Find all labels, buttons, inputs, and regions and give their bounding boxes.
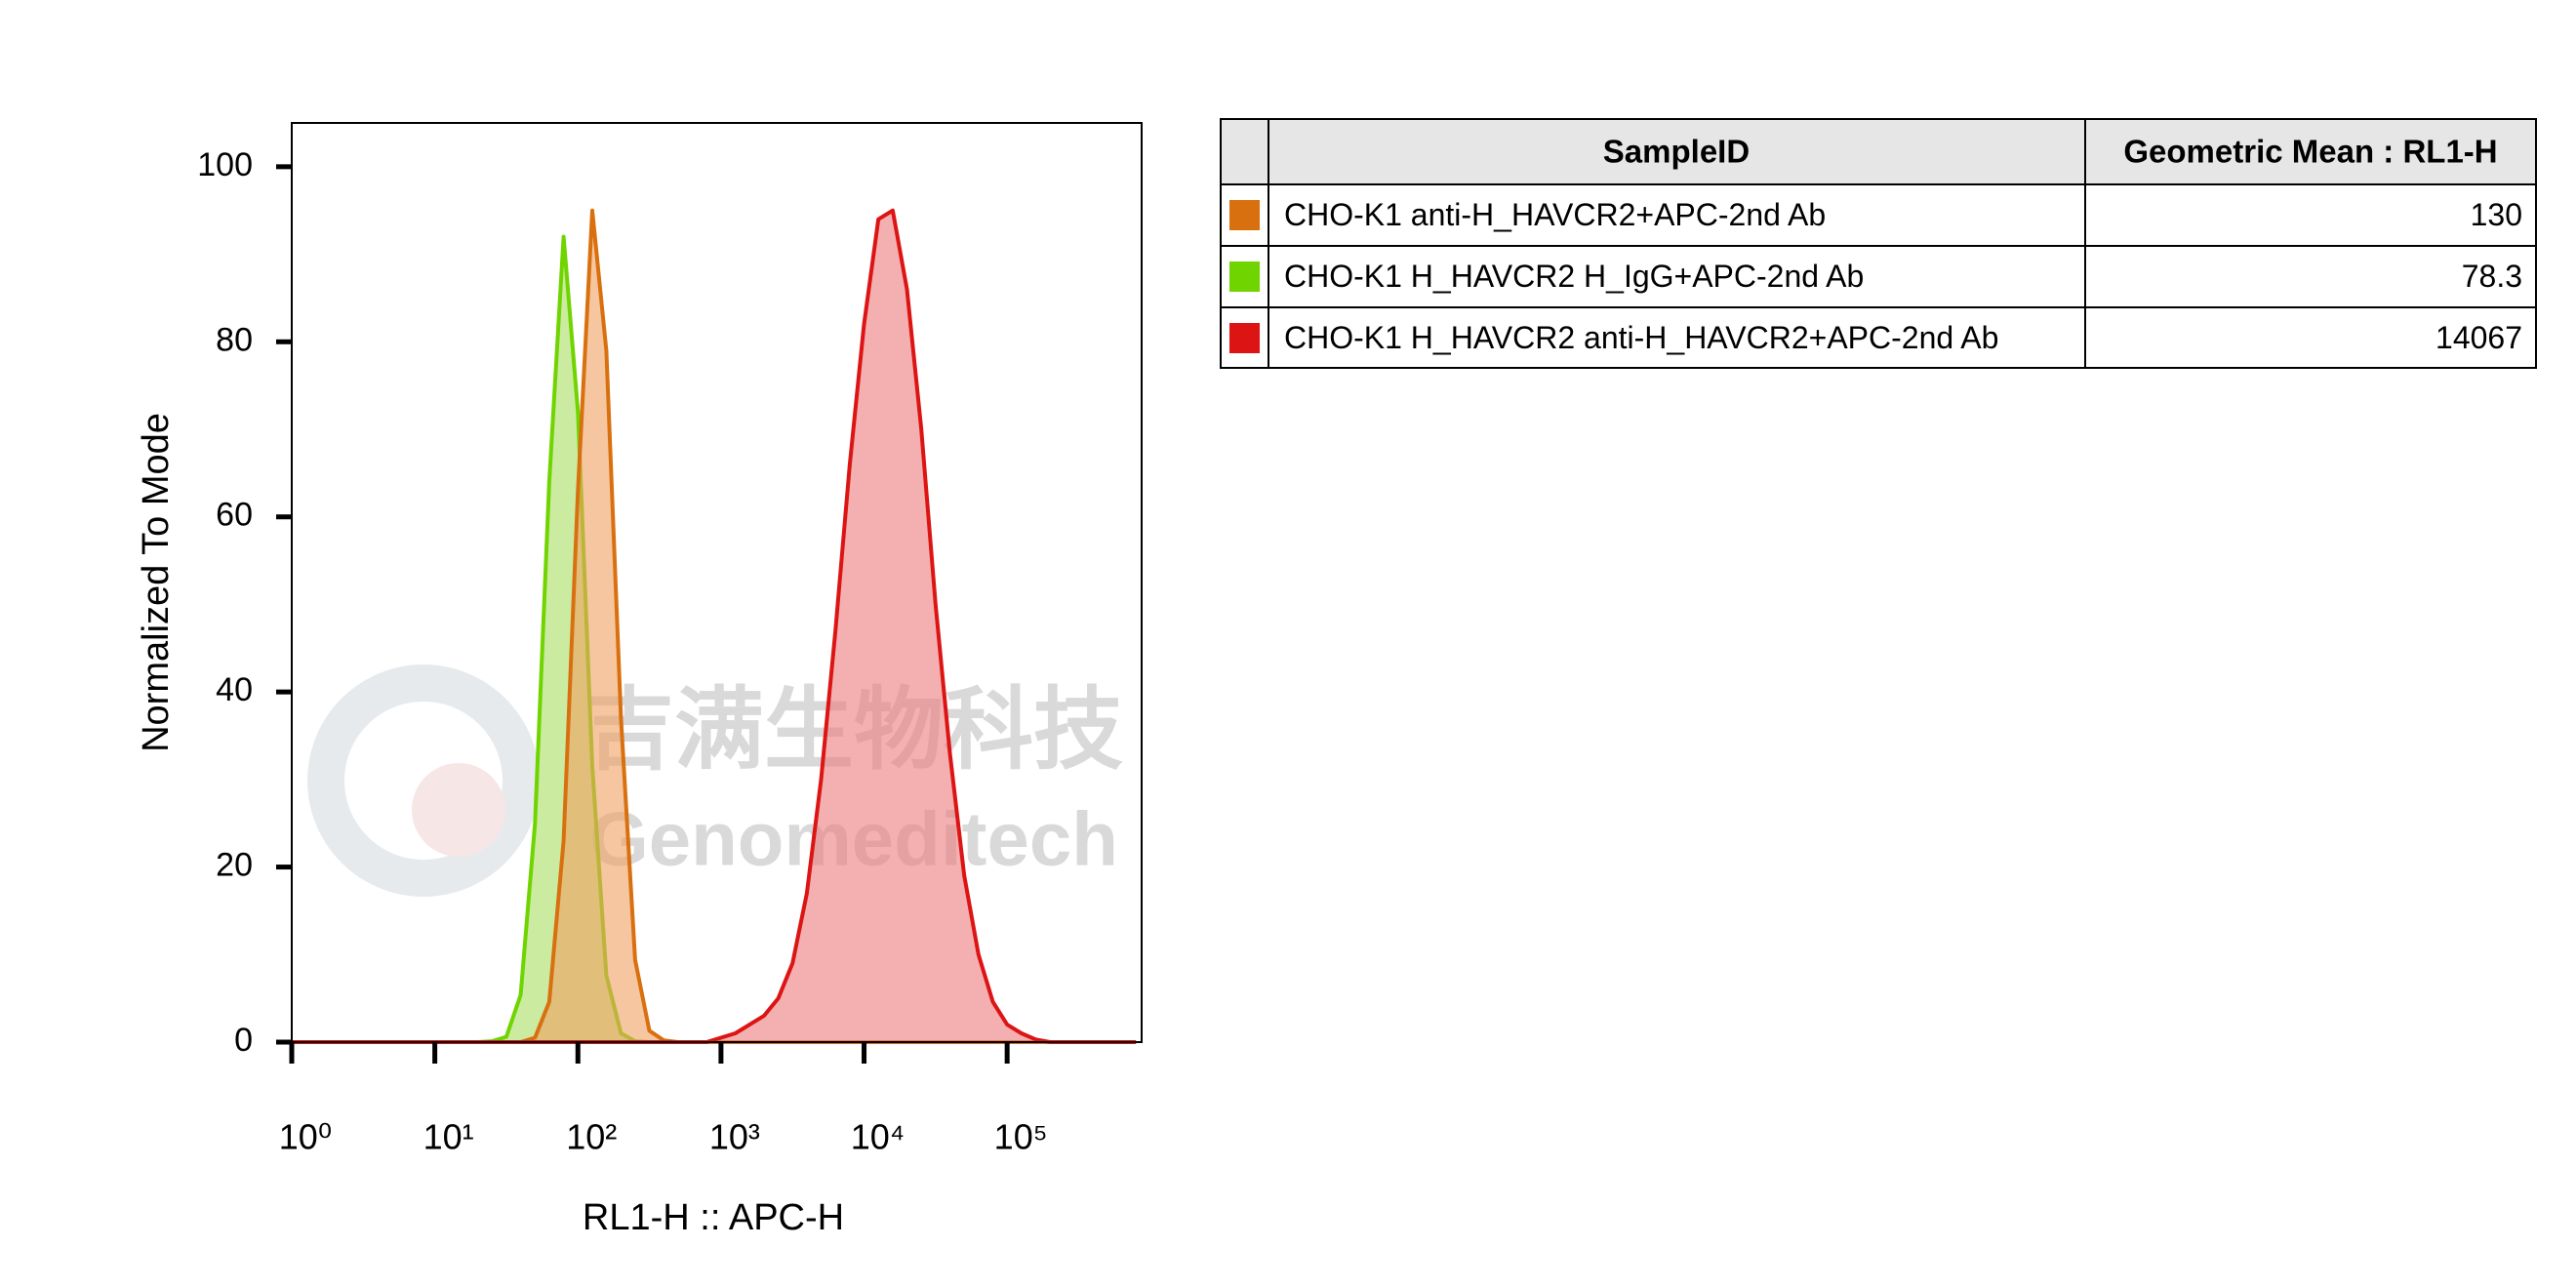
x-tick-label: 10² <box>566 1117 617 1157</box>
series-area <box>292 236 1137 1043</box>
y-tick-label: 0 <box>234 1022 253 1059</box>
x-axis-label: RL1-H :: APC-H <box>583 1197 844 1238</box>
logo-dot <box>412 763 505 857</box>
legend-swatch <box>1229 200 1260 230</box>
watermark-logo <box>307 664 540 897</box>
legend-swatch <box>1229 323 1260 353</box>
legend-label: CHO-K1 H_HAVCR2 H_IgG+APC-2nd Ab <box>1284 259 1864 294</box>
series-area <box>292 210 1137 1042</box>
x-tick-label: 10¹ <box>423 1117 474 1157</box>
x-tick-label: 10⁰ <box>279 1117 332 1157</box>
plot-area <box>292 208 1137 1044</box>
y-tick-label: 80 <box>216 321 253 358</box>
series-line <box>292 208 1137 1044</box>
series-area <box>292 210 1137 1042</box>
legend-swatch <box>1229 262 1260 292</box>
table-frame <box>1220 118 2537 369</box>
legend-label: CHO-K1 anti-H_HAVCR2+APC-2nd Ab <box>1284 197 1826 232</box>
legend-label: CHO-K1 H_HAVCR2 anti-H_HAVCR2+APC-2nd Ab <box>1284 320 1998 355</box>
y-axis-label: Normalized To Mode <box>136 413 177 752</box>
x-tick-label: 10⁵ <box>994 1117 1048 1157</box>
legend-table: SampleID Geometric Mean : RL1-H CHO-K1 a… <box>1220 118 2537 369</box>
table-value: 14067 <box>2435 320 2522 355</box>
y-tick-label: 60 <box>216 497 253 534</box>
x-tick-label: 10³ <box>709 1117 760 1157</box>
y-tick-label: 100 <box>197 146 253 183</box>
series-line <box>292 208 1137 1044</box>
table-value: 78.3 <box>2462 259 2522 294</box>
plot-frame <box>291 122 1143 1043</box>
series-line <box>292 234 1137 1044</box>
y-tick-label: 20 <box>216 847 253 884</box>
table-header: SampleID <box>1603 134 1750 170</box>
logo-ring <box>307 664 540 897</box>
table-header-bg <box>1221 119 2536 184</box>
table-header: Geometric Mean : RL1-H <box>2123 134 2497 170</box>
x-tick-label: 10⁴ <box>851 1117 906 1157</box>
table-value: 130 <box>2471 197 2522 232</box>
y-tick-label: 40 <box>216 671 253 708</box>
